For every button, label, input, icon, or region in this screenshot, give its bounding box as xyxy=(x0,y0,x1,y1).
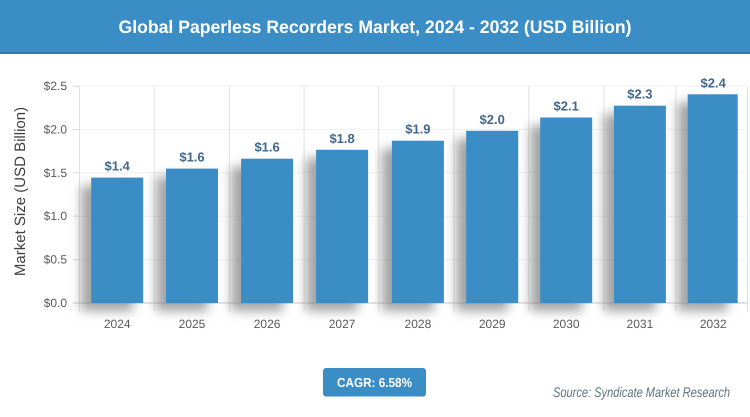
svg-text:$0.5: $0.5 xyxy=(44,253,68,267)
svg-text:2026: 2026 xyxy=(254,317,281,331)
svg-text:2031: 2031 xyxy=(627,317,654,331)
svg-text:2030: 2030 xyxy=(553,317,580,331)
svg-text:Global Paperless Recorders Mar: Global Paperless Recorders Market, 2024 … xyxy=(119,17,632,37)
svg-text:$1.4: $1.4 xyxy=(105,159,131,174)
svg-text:2027: 2027 xyxy=(329,317,356,331)
svg-text:$1.8: $1.8 xyxy=(329,131,354,146)
svg-text:2028: 2028 xyxy=(405,317,432,331)
svg-text:$2.3: $2.3 xyxy=(627,87,652,102)
svg-text:$2.0: $2.0 xyxy=(44,122,68,136)
svg-text:2029: 2029 xyxy=(479,317,506,331)
svg-text:$2.5: $2.5 xyxy=(44,79,68,93)
svg-text:$2.0: $2.0 xyxy=(480,112,505,127)
svg-text:2024: 2024 xyxy=(104,317,131,331)
svg-text:$1.6: $1.6 xyxy=(254,140,279,155)
svg-text:$1.9: $1.9 xyxy=(405,122,430,137)
svg-text:$1.6: $1.6 xyxy=(179,150,204,165)
svg-text:CAGR: 6.58%: CAGR: 6.58% xyxy=(337,375,412,390)
svg-text:$1.0: $1.0 xyxy=(44,209,68,223)
svg-text:$1.5: $1.5 xyxy=(44,166,68,180)
svg-text:$2.4: $2.4 xyxy=(701,75,727,90)
svg-text:2032: 2032 xyxy=(700,317,727,331)
svg-text:Market Size (USD Billion): Market Size (USD Billion) xyxy=(12,107,29,276)
svg-text:2025: 2025 xyxy=(179,317,206,331)
svg-text:Source: Syndicate Market Resea: Source: Syndicate Market Research xyxy=(553,384,730,400)
svg-text:$2.1: $2.1 xyxy=(554,99,579,114)
svg-text:$0.0: $0.0 xyxy=(44,296,68,310)
